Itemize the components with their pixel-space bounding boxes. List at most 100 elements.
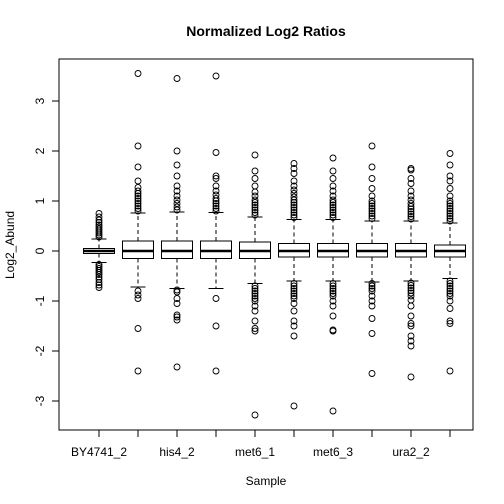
- outlier-point: [134, 207, 142, 215]
- outlier-point: [446, 287, 454, 295]
- outlier-point: [134, 295, 142, 302]
- outlier-point: [446, 277, 454, 285]
- outlier-point: [407, 322, 415, 330]
- outlier-point: [407, 196, 415, 204]
- outlier-point: [446, 150, 454, 157]
- outlier-point: [446, 202, 454, 210]
- outlier-point: [329, 196, 337, 204]
- outlier-point: [134, 195, 142, 202]
- outlier-point: [290, 292, 298, 300]
- outlier-point: [212, 182, 220, 190]
- box-group: [161, 75, 193, 371]
- outlier-point: [290, 196, 298, 204]
- outlier-point: [368, 207, 376, 215]
- outlier-point: [251, 411, 259, 419]
- outlier-point: [173, 187, 181, 195]
- outlier-point: [134, 367, 142, 375]
- outlier-point: [446, 215, 454, 222]
- outlier-point: [290, 201, 298, 209]
- outlier-point: [329, 302, 337, 310]
- outlier-point: [407, 203, 415, 210]
- outlier-point: [173, 300, 181, 307]
- outlier-point: [251, 201, 259, 209]
- outlier-point: [251, 292, 259, 300]
- outlier-point: [329, 201, 337, 209]
- outlier-point: [251, 182, 259, 190]
- outlier-point: [407, 332, 415, 340]
- outlier-point: [407, 289, 415, 297]
- x-tick-label: his4_2: [159, 445, 195, 459]
- outlier-point: [212, 149, 220, 156]
- outlier-point: [290, 204, 298, 211]
- box-group: [83, 210, 115, 291]
- outlier-point: [251, 199, 259, 206]
- outlier-point: [134, 163, 142, 171]
- outlier-point: [407, 208, 415, 215]
- outlier-point: [290, 285, 298, 292]
- outlier-point: [368, 285, 376, 292]
- outlier-point: [251, 192, 259, 200]
- outlier-point: [290, 177, 298, 185]
- outlier-point: [251, 206, 259, 214]
- outlier-point: [329, 154, 337, 162]
- outlier-point: [290, 206, 298, 214]
- outlier-point: [329, 407, 337, 415]
- outlier-point: [407, 175, 415, 182]
- y-tick-label: 3: [33, 97, 47, 104]
- outlier-point: [290, 211, 298, 219]
- outlier-point: [368, 212, 376, 220]
- outlier-point: [446, 177, 454, 185]
- outlier-point: [290, 322, 298, 330]
- outlier-point: [95, 219, 103, 226]
- outlier-point: [134, 184, 142, 191]
- outlier-point: [173, 147, 181, 155]
- outlier-point: [212, 187, 220, 195]
- x-tick-label: met6_3: [313, 445, 353, 459]
- outlier-point: [407, 302, 415, 310]
- outlier-point: [368, 297, 376, 305]
- outlier-point: [407, 205, 415, 213]
- chart-title: Normalized Log2 Ratios: [186, 23, 346, 39]
- outlier-point: [329, 290, 337, 297]
- outlier-point: [134, 325, 142, 332]
- outlier-point: [251, 167, 259, 175]
- box-group: [278, 160, 310, 410]
- outlier-point: [173, 286, 181, 294]
- outlier-point: [251, 287, 259, 295]
- outlier-point: [446, 285, 454, 292]
- x-tick-label: ura2_2: [392, 445, 430, 459]
- outlier-point: [173, 313, 181, 321]
- outlier-point: [290, 282, 298, 290]
- outlier-point: [95, 279, 103, 286]
- outlier-point: [134, 200, 142, 207]
- outlier-point: [173, 288, 181, 296]
- outlier-point: [212, 202, 220, 210]
- outlier-point: [407, 180, 415, 187]
- box-group: [239, 151, 271, 419]
- outlier-point: [290, 307, 298, 315]
- outlier-point: [368, 215, 376, 222]
- outlier-point: [173, 363, 181, 371]
- outlier-point: [368, 302, 376, 310]
- outlier-point: [290, 332, 298, 340]
- outlier-point: [173, 316, 181, 324]
- outlier-point: [407, 165, 415, 172]
- outlier-point: [134, 177, 142, 185]
- outlier-point: [95, 269, 103, 276]
- outlier-point: [446, 282, 454, 290]
- outlier-point: [407, 284, 415, 292]
- outlier-point: [290, 209, 298, 216]
- outlier-point: [368, 205, 376, 212]
- outlier-point: [173, 161, 181, 169]
- box-group: [356, 142, 388, 377]
- x-axis-label: Sample: [246, 474, 287, 488]
- outlier-point: [329, 287, 337, 295]
- outlier-point: [251, 175, 259, 182]
- outlier-point: [329, 192, 337, 200]
- outlier-point: [446, 197, 454, 205]
- outlier-point: [329, 285, 337, 292]
- outlier-point: [290, 199, 298, 206]
- box-group: [200, 72, 232, 375]
- outlier-point: [251, 188, 259, 196]
- outlier-point: [212, 207, 220, 215]
